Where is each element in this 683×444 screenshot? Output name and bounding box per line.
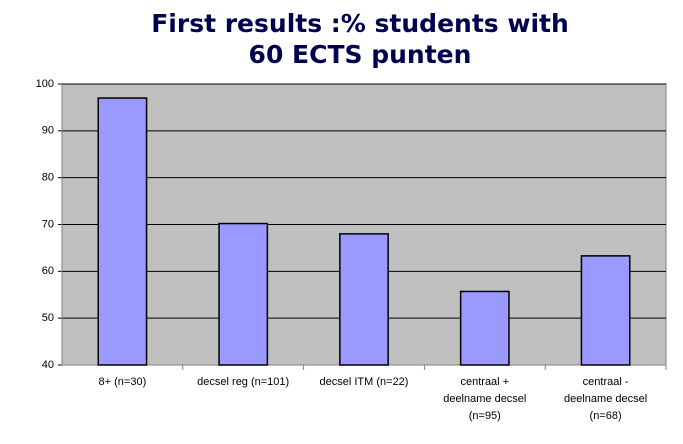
bar [459,290,510,366]
y-tick-label: 70 [42,218,54,230]
x-tick-label: 8+ (n=30) [99,376,147,388]
y-tick-label: 40 [42,359,54,371]
x-tick-label: centraal - deelname decsel (n=68) [564,376,647,422]
x-tick-label: centraal + deelname decsel (n=95) [443,376,526,422]
x-tick-label-line: 8+ (n=30) [99,376,147,388]
x-tick-label-line: deelname decsel [564,393,647,405]
y-tick-label: 90 [42,125,54,137]
chart-title: 60 ECTS punten [249,40,472,69]
x-tick-label-line: (n=95) [469,410,501,422]
x-tick-label: decsel ITM (n=22) [320,376,409,388]
x-tick-label-line: (n=68) [590,410,622,422]
bar [339,233,389,366]
y-tick-label: 50 [42,312,54,324]
bar [580,255,631,366]
x-tick-label-line: decsel ITM (n=22) [320,376,409,388]
chart-title: First results :% students with [151,9,569,38]
x-tick-label-line: centraal - [583,376,629,388]
x-tick-label: decsel reg (n=101) [197,376,289,388]
y-tick-label: 80 [42,172,54,184]
y-tick-label: 60 [42,265,54,277]
y-tick-label: 100 [36,78,54,90]
bar [97,97,148,366]
bar [218,222,269,366]
x-tick-label-line: centraal + [460,376,509,388]
x-tick-label-line: deelname decsel [443,393,526,405]
x-tick-label-line: decsel reg (n=101) [197,376,289,388]
